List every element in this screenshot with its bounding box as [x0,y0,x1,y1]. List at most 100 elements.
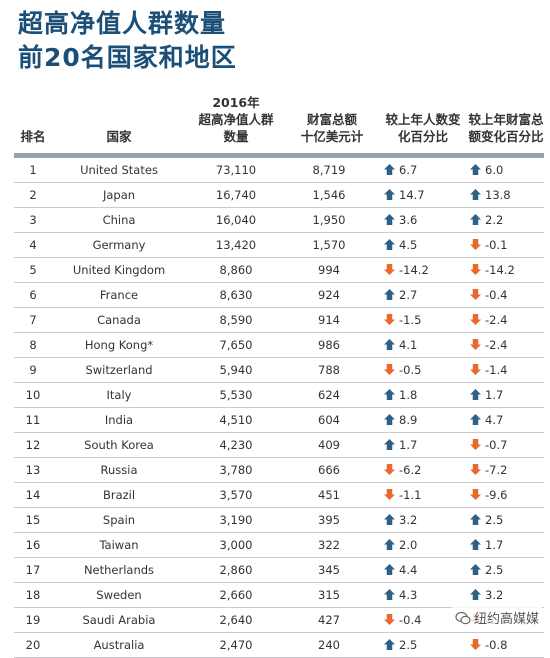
arrow-up-icon [470,164,481,175]
header-pop-line2: 化百分比 [397,129,448,144]
table-row: 5 United Kingdom 8,860 994 -14.2 -14.2 [14,258,544,283]
wealth-change-cell: 4.7 [470,408,544,432]
arrow-down-icon [384,614,395,625]
wealth-change-cell: 3.2 [470,583,544,607]
change-value: 1.7 [399,438,418,452]
country-cell: United States [80,163,158,177]
hnwi-count-cell: 73,110 [215,163,257,177]
arrow-up-icon [470,589,481,600]
arrow-down-icon [470,314,481,325]
country-cell: Switzerland [85,363,153,377]
hnwi-count-cell: 5,940 [219,363,253,377]
wechat-icon [455,611,471,625]
arrow-up-icon [384,339,395,350]
change-value: 4.3 [399,588,418,602]
wealth-change-cell: 1.7 [470,533,544,557]
country-cell: Hong Kong* [84,338,154,352]
arrow-up-icon [384,589,395,600]
country-cell: Spain [102,513,136,527]
total-wealth-cell: 345 [318,563,340,577]
rank-cell: 8 [29,338,37,352]
table-body: 1 United States 73,110 8,719 6.7 6.0 2 Japan 16,… [14,158,544,658]
population-change-cell: -1.5 [384,308,464,332]
population-change-cell: -0.5 [384,358,464,382]
hnwi-count-cell: 16,040 [215,213,257,227]
rank-cell: 16 [25,538,41,552]
wealth-change-cell: -2.4 [470,333,544,357]
total-wealth-cell: 624 [318,388,340,402]
population-change-cell: -6.2 [384,458,464,482]
rank-cell: 6 [29,288,37,302]
population-change-cell: -14.2 [384,258,464,282]
change-value: -0.7 [485,438,508,452]
hnwi-count-cell: 7,650 [219,338,253,352]
arrow-up-icon [470,414,481,425]
country-cell: Germany [92,238,146,252]
table-header: 排名 国家 2016年 超高净值人群 数量 财富总额 十亿美元计 较上年人数变 … [0,92,550,154]
change-value: -0.8 [485,638,508,652]
table-row: 4 Germany 13,420 1,570 4.5 -0.1 [14,233,544,258]
hnwi-count-cell: 3,780 [219,463,253,477]
change-value: -1.1 [399,488,422,502]
header-pop-line1: 较上年人数变 [385,112,461,127]
change-value: 1.8 [399,388,418,402]
table-row: 7 Canada 8,590 914 -1.5 -2.4 [14,308,544,333]
rank-cell: 15 [25,513,41,527]
page-title: 超高净值人群数量 [18,9,227,38]
wealth-change-cell: -0.4 [470,283,544,307]
rank-cell: 20 [25,638,41,652]
wealth-change-cell: 6.0 [470,158,544,182]
table-row: 14 Brazil 3,570 451 -1.1 -9.6 [14,483,544,508]
arrow-down-icon [470,464,481,475]
country-cell: China [102,213,136,227]
country-cell: Brazil [102,488,136,502]
population-change-cell: 8.9 [384,408,464,432]
country-cell: Australia [93,638,145,652]
header-hnwi-line1: 2016年 [212,95,260,110]
population-change-cell: 1.7 [384,433,464,457]
arrow-up-icon [384,514,395,525]
table-row: 20 Australia 2,470 240 2.5 -0.8 [14,633,544,658]
hnwi-count-cell: 2,640 [219,613,253,627]
population-change-cell: 4.1 [384,333,464,357]
rank-cell: 18 [25,588,41,602]
arrow-down-icon [470,239,481,250]
total-wealth-cell: 240 [318,638,340,652]
change-value: 13.8 [485,188,511,202]
total-wealth-cell: 788 [318,363,340,377]
arrow-down-icon [470,639,481,650]
header-rank: 排名 [20,129,46,144]
change-value: 4.4 [399,563,418,577]
wealth-change-cell: 13.8 [470,183,544,207]
table-row: 6 France 8,630 924 2.7 -0.4 [14,283,544,308]
population-change-cell: 14.7 [384,183,464,207]
change-value: -1.5 [399,313,422,327]
change-value: 3.6 [399,213,418,227]
rank-cell: 19 [25,613,41,627]
total-wealth-cell: 666 [318,463,340,477]
arrow-up-icon [384,189,395,200]
change-value: -2.4 [485,313,508,327]
change-value: 6.0 [485,163,504,177]
table-row: 12 South Korea 4,230 409 1.7 -0.7 [14,433,544,458]
arrow-down-icon [384,489,395,500]
arrow-down-icon [384,264,395,275]
table-row: 3 China 16,040 1,950 3.6 2.2 [14,208,544,233]
change-value: 3.2 [399,513,418,527]
table-row: 9 Switzerland 5,940 788 -0.5 -1.4 [14,358,544,383]
header-divider [14,153,544,158]
arrow-down-icon [470,489,481,500]
change-value: 4.5 [399,238,418,252]
change-value: -0.1 [485,238,508,252]
total-wealth-cell: 427 [318,613,340,627]
country-cell: Netherlands [83,563,155,577]
population-change-cell: 4.3 [384,583,464,607]
rank-cell: 17 [25,563,41,577]
total-wealth-cell: 395 [318,513,340,527]
population-change-cell: 1.8 [384,383,464,407]
table-row: 1 United States 73,110 8,719 6.7 6.0 [14,158,544,183]
arrow-down-icon [384,314,395,325]
change-value: 8.9 [399,413,418,427]
wealth-change-cell: 2.5 [470,558,544,582]
total-wealth-cell: 409 [318,438,340,452]
